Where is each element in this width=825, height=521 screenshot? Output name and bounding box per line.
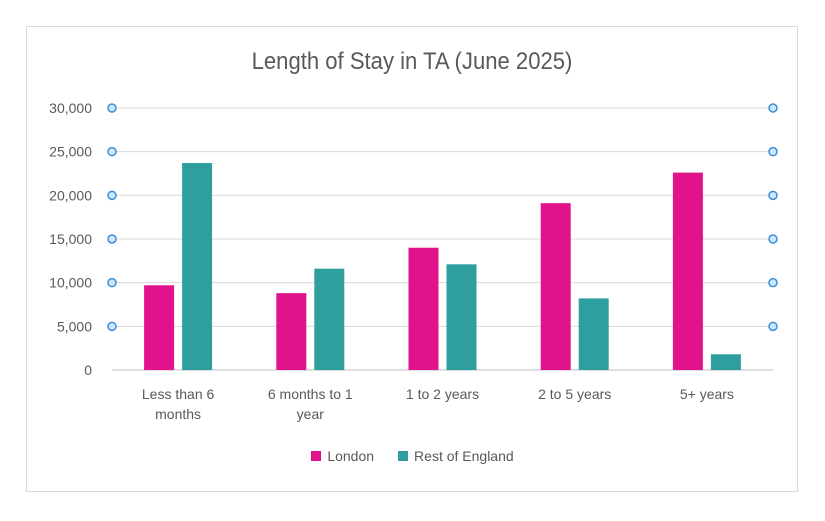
x-category-label: 5+ years	[680, 386, 734, 402]
gridline-handle-right	[768, 190, 778, 201]
legend-item-london: London	[311, 448, 374, 464]
gridline-handle-left	[107, 234, 117, 244]
legend-label-rest-of-england: Rest of England	[414, 448, 514, 464]
bar-london	[144, 285, 175, 370]
bar-london	[408, 247, 439, 370]
gridline-handle-left	[107, 190, 117, 201]
legend-swatch-rest-of-england	[398, 451, 409, 461]
chart-title: Length of Stay in TA (June 2025)	[251, 48, 573, 75]
y-tick-label: 10,000	[49, 275, 92, 291]
legend-label-london: London	[327, 448, 375, 464]
gridline-handle-left	[107, 103, 117, 113]
legend-item-rest-of-england: Rest of England	[398, 448, 514, 464]
gridline-handle-right	[768, 321, 778, 332]
legend-swatch-london	[311, 451, 322, 461]
bar-rest-of-england	[578, 298, 609, 370]
bar-london	[276, 293, 307, 370]
bar-london	[672, 172, 703, 370]
bar-rest-of-england	[314, 268, 345, 370]
y-tick-label: 15,000	[49, 231, 92, 247]
y-tick-label: 20,000	[49, 187, 92, 203]
y-tick-label: 5,000	[57, 318, 92, 334]
y-tick-label: 0	[84, 362, 92, 378]
y-tick-label: 25,000	[49, 144, 92, 160]
gridline-handle-right	[768, 103, 778, 113]
gridline-handle-left	[107, 277, 117, 288]
gridline-handle-right	[768, 146, 778, 157]
bar-rest-of-england	[710, 354, 741, 370]
bar-rest-of-england	[182, 163, 213, 370]
gridline-handle-right	[768, 234, 778, 244]
y-tick-label: 30,000	[49, 100, 92, 116]
x-category-label: months	[155, 406, 201, 422]
x-category-label: 1 to 2 years	[406, 386, 479, 402]
gridline-handle-left	[107, 146, 117, 157]
x-category-label: Less than 6	[142, 386, 215, 402]
x-category-label: 6 months to 1	[268, 386, 353, 402]
x-category-label: year	[297, 406, 325, 422]
bar-rest-of-england	[446, 264, 477, 370]
gridline-handle-left	[107, 321, 117, 332]
legend: London Rest of England	[0, 448, 825, 464]
bar-london	[540, 203, 571, 370]
x-category-label: 2 to 5 years	[538, 386, 611, 402]
gridline-handle-right	[768, 277, 778, 288]
